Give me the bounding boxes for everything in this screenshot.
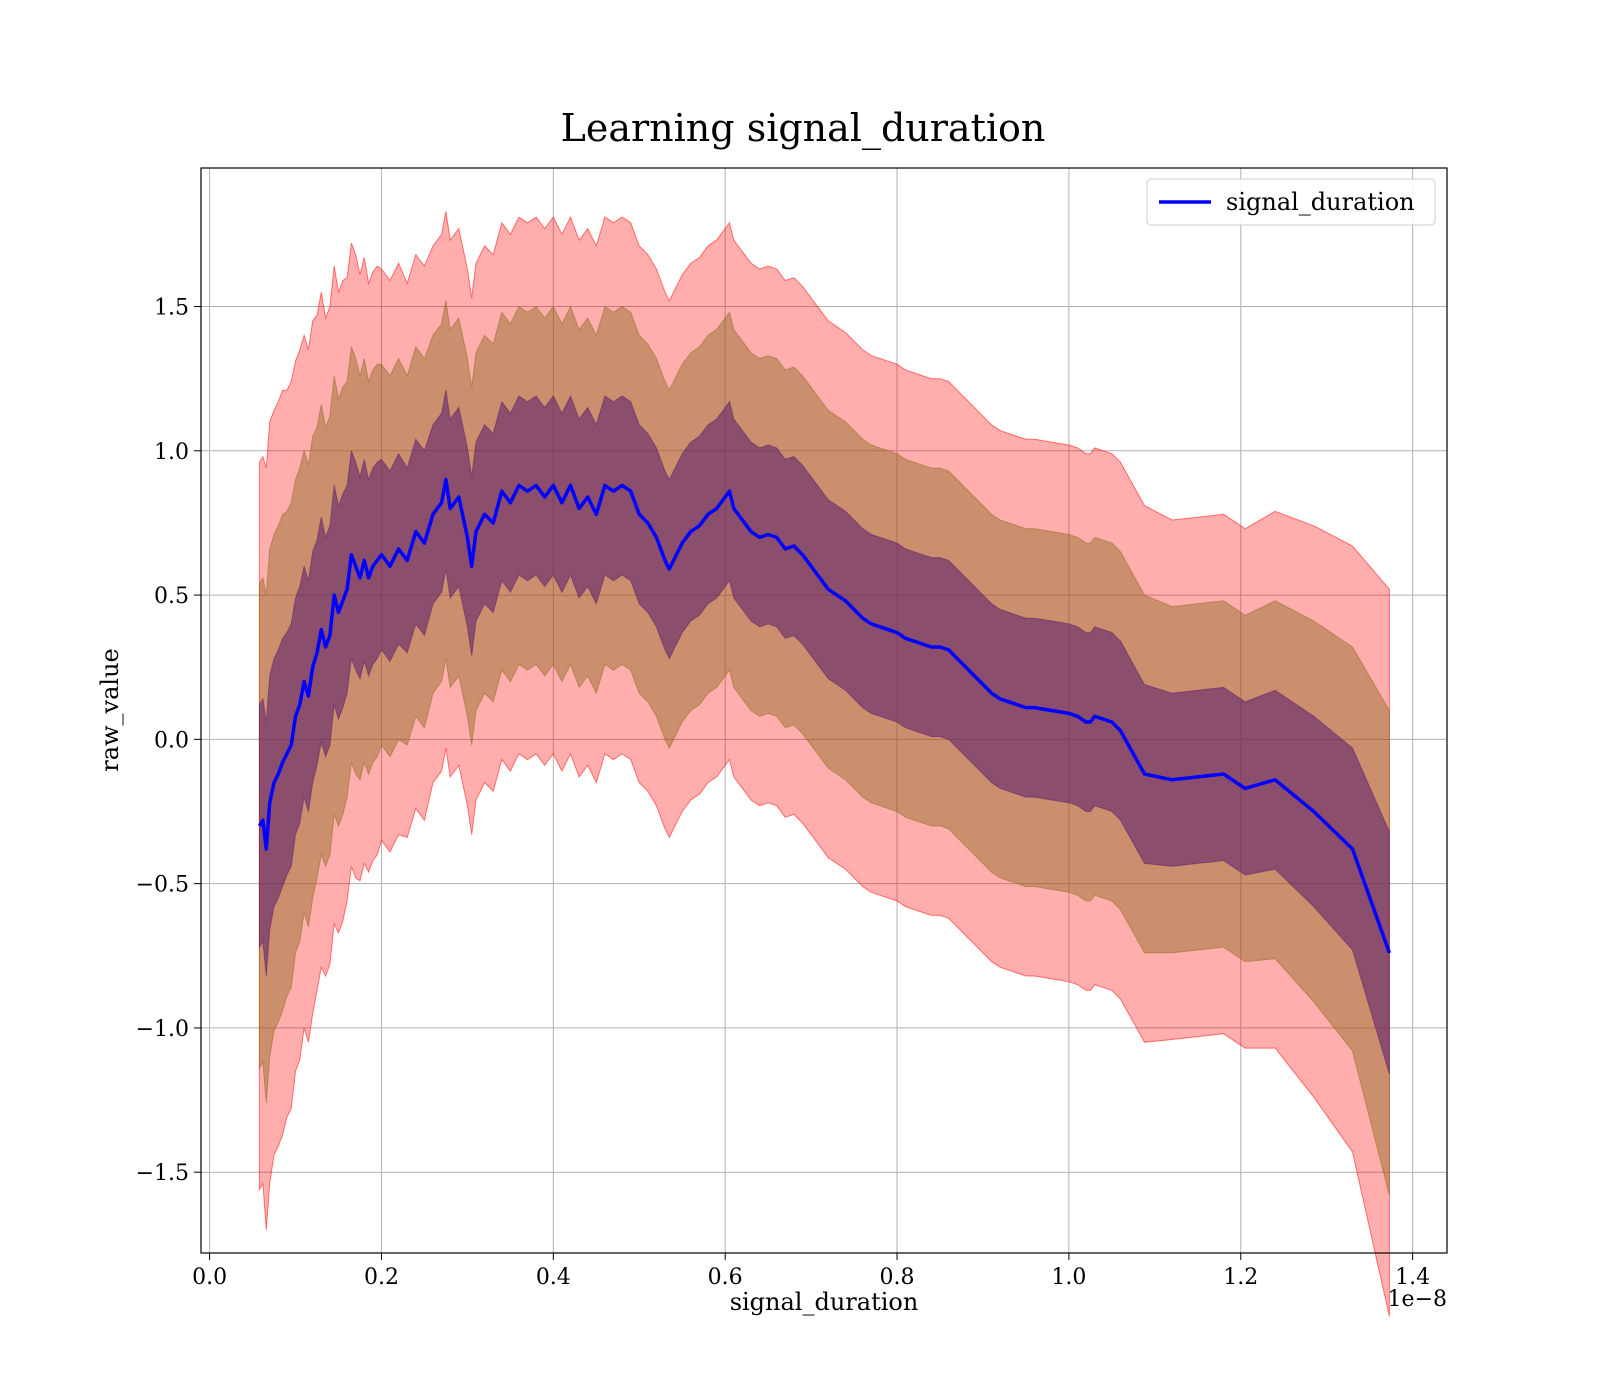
grid: [201, 168, 1447, 1253]
legend-box: [1146, 178, 1436, 226]
x-tick-label: 1.0: [1051, 1265, 1086, 1290]
series-lines: [257, 477, 1392, 954]
y-tick-label: 0.5: [154, 584, 189, 609]
x-tick-label: 0.8: [880, 1265, 915, 1290]
x-axis: 0.0 0.2 0.4 0.6 0.8 1.0 1.2 1.4: [192, 1253, 1430, 1290]
y-tick-label: 0.0: [154, 728, 189, 753]
y-axis-label: raw_value: [96, 648, 124, 772]
y-tick-label: −1.0: [136, 1017, 189, 1042]
x-tick-label: 1.4: [1395, 1265, 1430, 1290]
y-tick-label: −1.5: [136, 1161, 189, 1186]
series-line-signal-duration: [257, 477, 1392, 954]
std-bands: [258, 211, 1390, 1317]
x-tick-label: 0.2: [364, 1265, 399, 1290]
x-tick-label: 0.0: [192, 1265, 227, 1290]
chart-title: Learning signal_duration: [561, 106, 1046, 151]
y-axis: −1.5 −1.0 −0.5 0.0 0.5 1.0 1.5: [136, 296, 201, 1186]
y-tick-label: −0.5: [136, 873, 189, 898]
y-tick-label: 1.0: [154, 440, 189, 465]
x-axis-offset-label: 1e−8: [1388, 1287, 1447, 1312]
legend-entry-signal-duration: signal_duration: [1226, 188, 1415, 216]
y-tick-label: 1.5: [154, 296, 189, 321]
x-axis-label: signal_duration: [730, 1288, 919, 1316]
x-tick-label: 1.2: [1223, 1265, 1258, 1290]
std-band-1: [258, 390, 1390, 1075]
legend: signal_duration: [1146, 178, 1436, 226]
x-tick-label: 0.6: [708, 1265, 743, 1290]
plot-frame: [200, 167, 1448, 1254]
x-tick-label: 0.4: [536, 1265, 571, 1290]
